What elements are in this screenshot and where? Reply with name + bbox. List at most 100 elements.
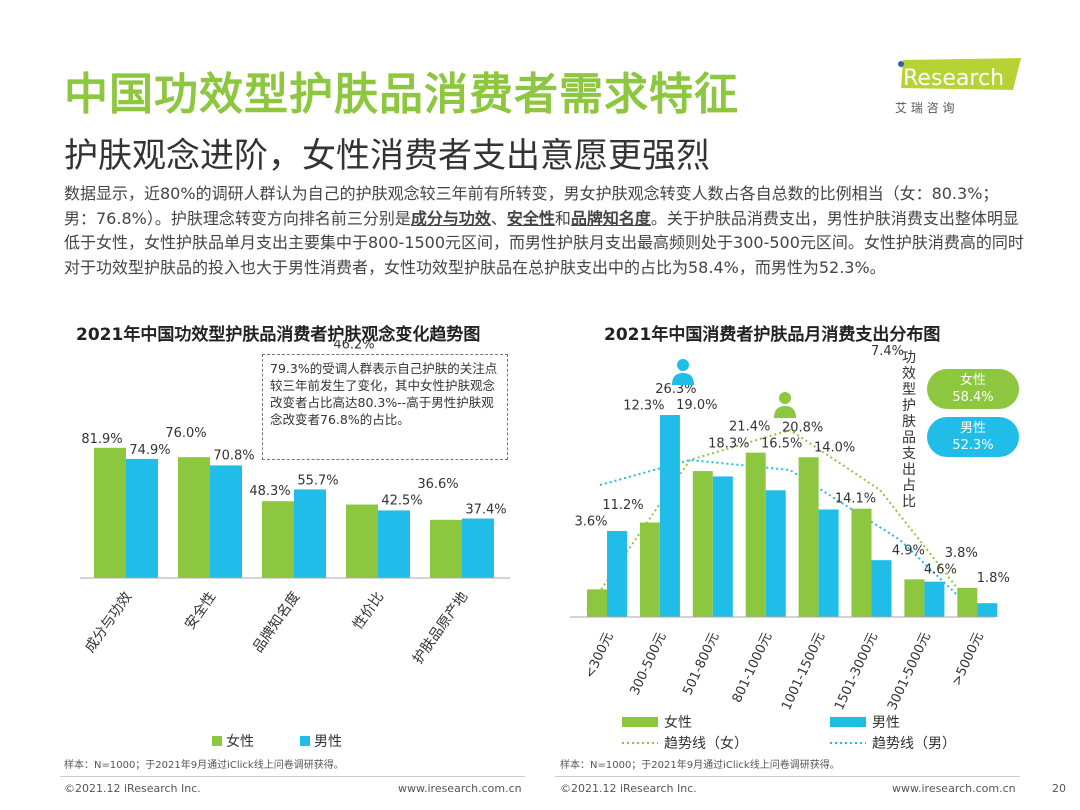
female-share-pill: 女性 58.4% [927, 369, 1019, 409]
legend-label: 女性 [664, 714, 692, 731]
chart2-title: 2021年中国消费者护肤品月消费支出分布图 [604, 325, 941, 345]
data-label: 3.6% [574, 514, 607, 529]
note-1: 样本：N=1000；于2021年9月通过iClick线上问卷调研获得。 [64, 760, 344, 771]
highlight: 品牌知名度 [570, 208, 651, 228]
iresearch-logo: iResearch 艾 瑞 咨 询 [895, 58, 1021, 115]
data-label: 48.3% [249, 484, 290, 499]
bar-female [639, 522, 660, 617]
category-label: <300元 [582, 630, 616, 680]
chart2: 3.6%11.2% <300元 12.3% 26.3% 300-500元 19.0% 18.… [570, 344, 1010, 752]
data-label: 4.9% [892, 543, 925, 558]
text: 。关于护肤品消费支出，男性护肤消费支出整体明显低于女性，女性护肤品单月支出主要集… [64, 208, 1024, 277]
bar-male [712, 476, 733, 617]
website-link[interactable]: www.iresearch.com.cn [398, 782, 522, 795]
bar-male [659, 415, 680, 617]
value: 58.4% [952, 390, 994, 405]
divider [555, 776, 1020, 777]
page-title: 中国功效型护肤品消费者需求特征 [64, 69, 739, 120]
label: 男性 [959, 421, 986, 436]
bar-female [692, 471, 713, 617]
legend-label: 女性 [226, 733, 254, 750]
bar-male [378, 510, 410, 578]
page-number: 20 [1052, 782, 1066, 795]
bar-female [851, 508, 872, 617]
bar-male [126, 458, 158, 578]
highlight: 成分与功效 [410, 208, 491, 228]
note-2: 样本：N=1000；于2021年9月通过iClick线上问卷调研获得。 [560, 760, 840, 771]
logo-sub: 艾 瑞 咨 询 [895, 100, 954, 115]
copyright: ©2021.12 iResearch Inc. [64, 782, 201, 795]
legend-swatch [300, 736, 310, 746]
text: 和 [554, 208, 571, 228]
bar-male [977, 603, 998, 617]
data-label: 21.4% [729, 420, 770, 435]
annotation-box: 79.3%的受调人群表示自己护肤的关注点较三年前发生了变化，其中女性护肤观念改变… [262, 354, 508, 460]
bar-male [765, 490, 786, 617]
bar-female [587, 589, 607, 617]
data-label: 19.0% [676, 398, 717, 413]
page-subtitle: 护肤观念进阶，女性消费者支出意愿更强烈 [64, 136, 710, 176]
website-link[interactable]: www.iresearch.com.cn [892, 782, 1016, 795]
legend-label: 男性 [314, 734, 342, 750]
category-label: >5000元 [949, 630, 987, 688]
category-label: 1501-3000元 [832, 630, 881, 712]
text: 数据显示，近80%的调研人群认为自己的护肤观念较三年前有所转变，男女护肤观念转变… [64, 184, 999, 228]
bar-male [924, 581, 945, 617]
data-label: 7.4% [871, 344, 904, 359]
data-label: 11.2% [602, 498, 643, 513]
bar-female [745, 452, 766, 617]
data-label: 37.4% [465, 503, 506, 518]
category-label: 300-500元 [627, 630, 669, 697]
bar-female [798, 457, 819, 617]
chart1-title: 2021年中国功效型护肤品消费者护肤观念变化趋势图 [76, 325, 481, 345]
chart1: 81.9% 74.9% 成分与功效 76.0% 70.8% 安全性 48.3% 55.7% 品牌… [80, 340, 510, 750]
side-label: 功效型护肤品支出占比 [902, 350, 916, 510]
category-label: 成分与功效 [82, 589, 135, 656]
data-label: 14.0% [814, 440, 855, 455]
legend-swatch [830, 717, 866, 727]
bar-female [94, 447, 126, 578]
bar-male [871, 560, 892, 617]
data-label: 16.5% [761, 436, 802, 451]
data-label: 55.7% [297, 473, 338, 488]
bar-female [430, 519, 462, 578]
data-label: 1.8% [977, 571, 1010, 586]
bar-male [210, 465, 242, 578]
data-label: 3.8% [945, 546, 978, 561]
bar-female [346, 504, 378, 578]
legend-label: 男性 [872, 715, 900, 731]
data-label: 76.0% [165, 426, 206, 441]
data-label: 14.1% [835, 492, 876, 507]
text: 、 [490, 208, 507, 228]
category-label: 801-1000元 [730, 630, 776, 705]
category-label: 501-800元 [680, 630, 722, 697]
data-label: 26.3% [655, 382, 696, 397]
category-label: 1001-1500元 [779, 630, 828, 712]
legend-label: 趋势线（男） [872, 736, 956, 752]
summary-text: 数据显示，近80%的调研人群认为自己的护肤观念较三年前有所转变，男女护肤观念转变… [64, 182, 1024, 280]
data-label: 81.9% [81, 432, 122, 447]
data-label: 20.8% [782, 420, 823, 435]
trendline-male [599, 459, 981, 618]
category-label: 3001-5000元 [885, 630, 934, 712]
data-label: 74.9% [129, 443, 170, 458]
bar-female [904, 579, 925, 617]
legend-swatch [212, 736, 222, 746]
category-label: 品牌知名度 [249, 589, 303, 656]
data-label: 18.3% [708, 436, 749, 451]
category-label: 护肤品原产地 [410, 589, 471, 667]
divider [60, 776, 525, 777]
legend-label: 趋势线（女） [664, 735, 748, 752]
bar-male [818, 509, 839, 617]
bar-female [957, 587, 978, 617]
bar-male [294, 489, 326, 578]
category-label: 性价比 [350, 589, 387, 633]
data-label: 42.5% [381, 493, 422, 508]
bar-female [262, 501, 294, 578]
bar-female [178, 457, 210, 578]
female-icon [774, 392, 796, 418]
male-share-pill: 男性 52.3% [927, 417, 1019, 457]
bar-male [607, 530, 627, 617]
male-icon [672, 359, 694, 385]
highlight: 安全性 [506, 208, 555, 228]
